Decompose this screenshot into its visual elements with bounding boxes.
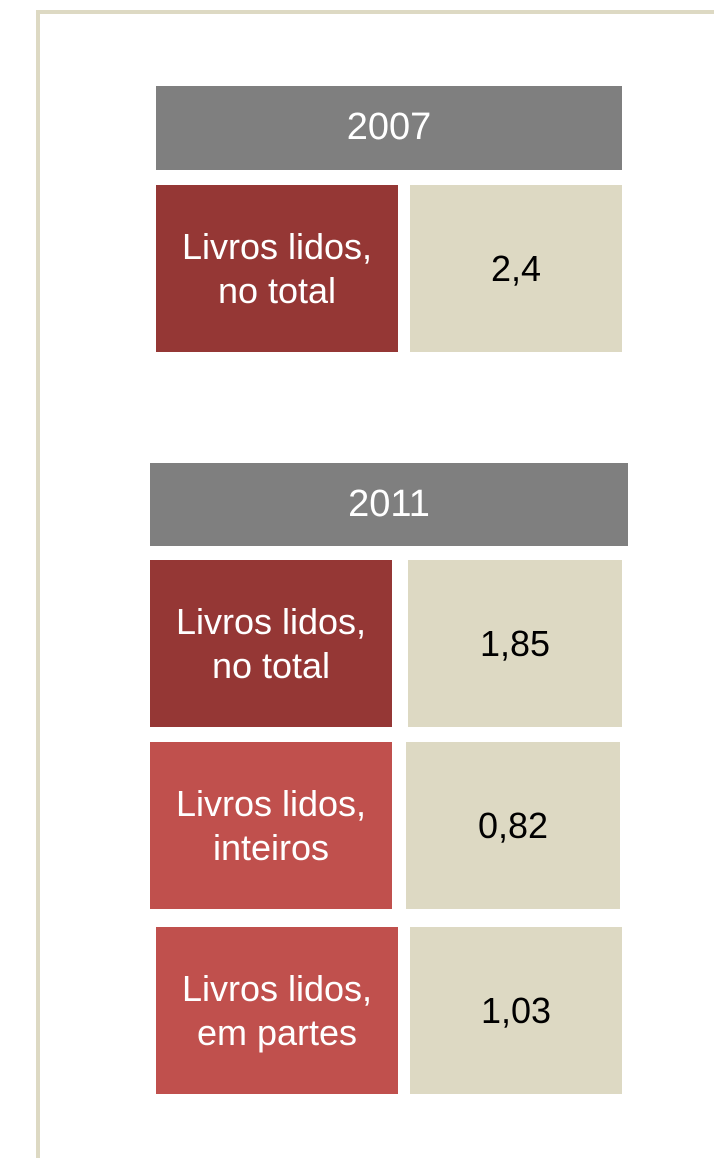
year-header: 2011 [150,463,628,546]
label-line: Livros lidos, [175,601,367,643]
row-value: 2,4 [410,185,622,352]
row-value: 1,85 [408,560,622,727]
row-label: Livros lidos, inteiros [150,742,392,909]
frame-border [36,10,40,1158]
label-line: Livros lidos, [181,226,373,268]
row-label: Livros lidos, no total [150,560,392,727]
label-line: no total [217,269,337,311]
row-value: 0,82 [406,742,620,909]
row-label: Livros lidos, em partes [156,927,398,1094]
label-line: em partes [196,1011,358,1053]
label-line: inteiros [212,826,330,868]
label-line: no total [211,644,331,686]
row-label: Livros lidos, no total [156,185,398,352]
frame-border [36,10,714,14]
label-line: Livros lidos, [181,968,373,1010]
row-value: 1,03 [410,927,622,1094]
year-header: 2007 [156,86,622,170]
label-line: Livros lidos, [175,783,367,825]
